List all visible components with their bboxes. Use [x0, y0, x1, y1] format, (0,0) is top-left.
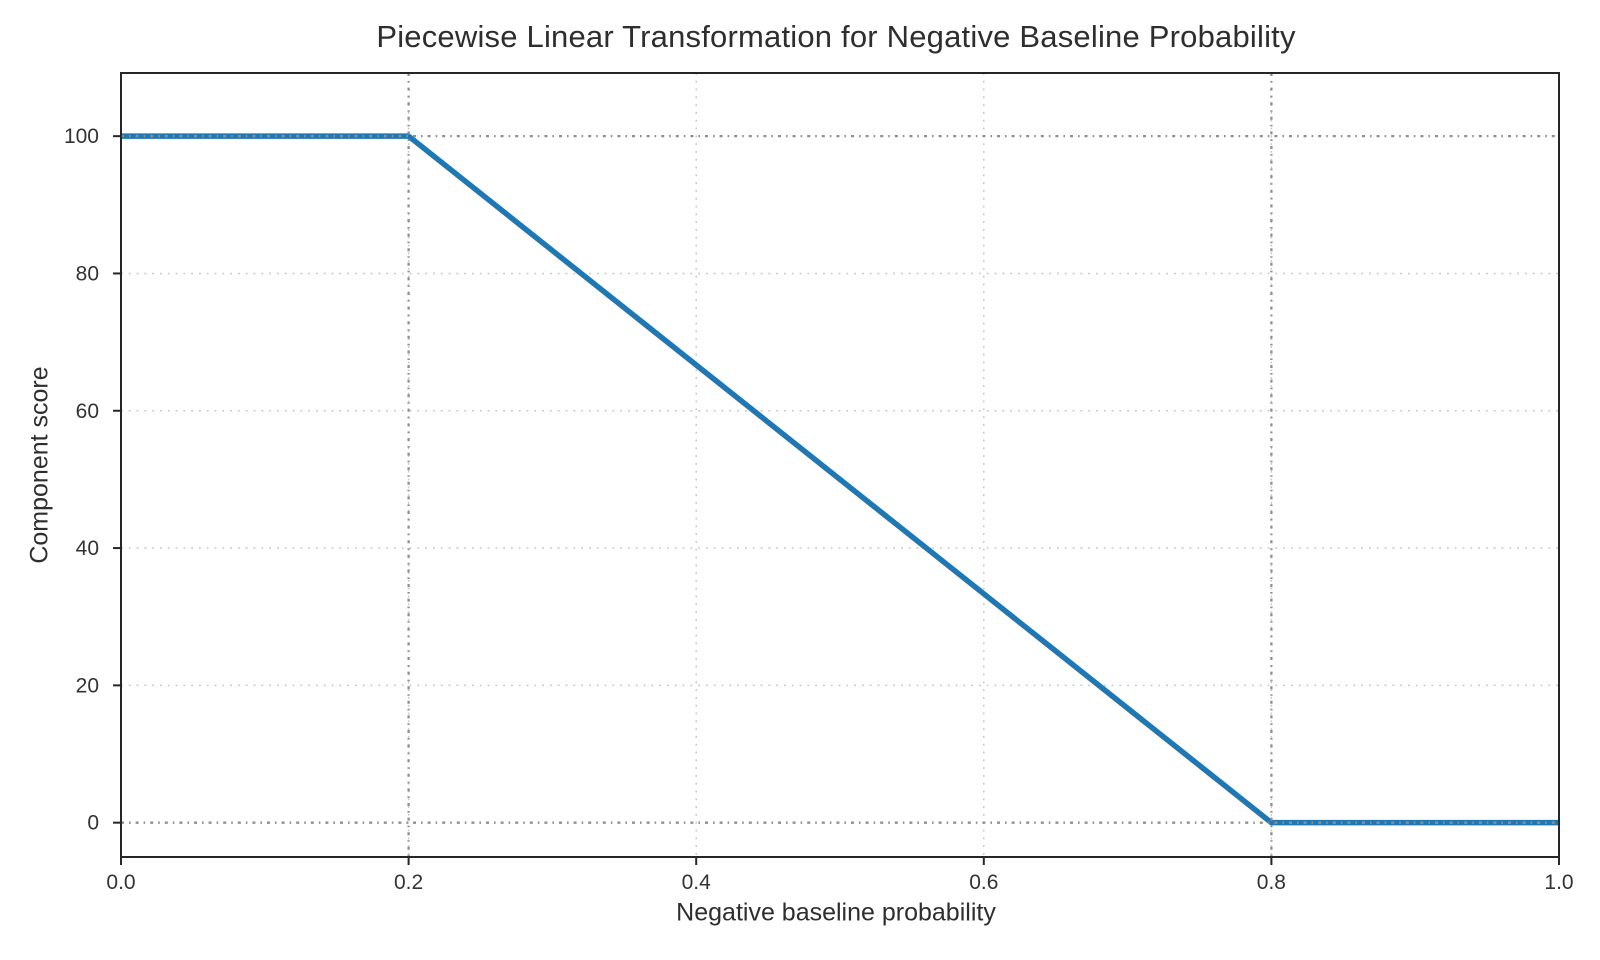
y-tick-label: 20	[76, 674, 99, 697]
chart-title: Piecewise Linear Transformation for Nega…	[376, 19, 1296, 54]
ticks: 0.0 0.2 0.4 0.6 0.8 1.0 0 20 40 60 80 100	[64, 125, 1574, 894]
x-tick-label: 0.2	[394, 871, 423, 894]
x-tick-label: 0.0	[106, 871, 135, 894]
axes	[120, 72, 1560, 858]
gridlines	[121, 73, 1559, 857]
y-tick-label: 100	[64, 125, 99, 148]
series	[121, 133, 1559, 826]
y-tick-label: 80	[76, 262, 99, 285]
guide-lines	[121, 73, 1559, 857]
y-axis-label: Component score	[25, 366, 54, 564]
x-tick-label: 0.4	[682, 871, 712, 894]
y-tick-label: 60	[76, 400, 99, 423]
series-line-component-score	[121, 133, 1559, 826]
x-tick-label: 0.8	[1257, 871, 1286, 894]
plot-border	[120, 72, 1560, 858]
x-tick-label: 1.0	[1544, 871, 1573, 894]
x-axis-label: Negative baseline probability	[676, 898, 996, 927]
y-tick-label: 40	[76, 537, 99, 560]
y-tick-label: 0	[87, 812, 99, 835]
x-tick-label: 0.6	[969, 871, 998, 894]
